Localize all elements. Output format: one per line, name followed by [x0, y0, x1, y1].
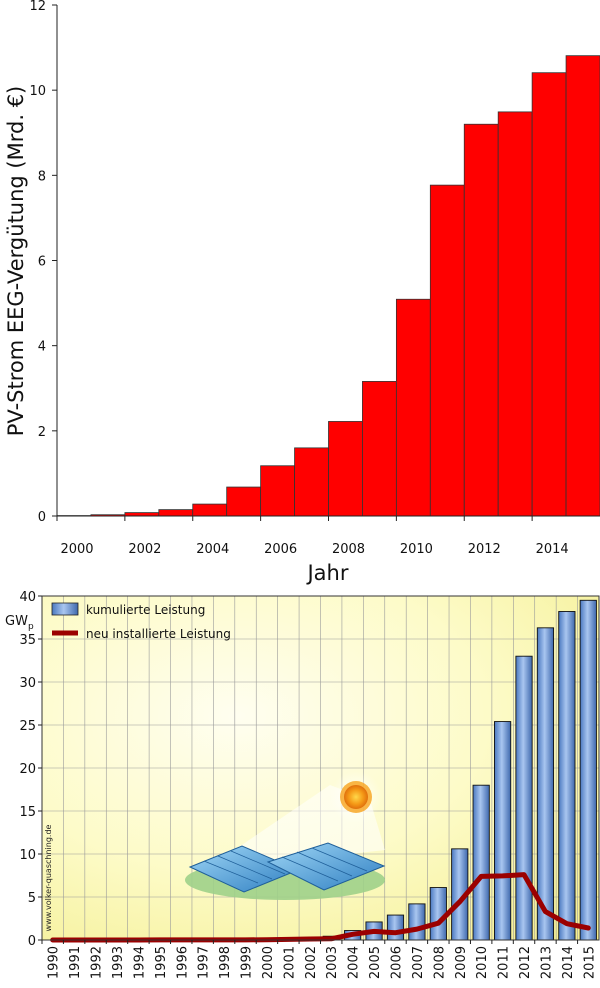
- bottom-x-tick-label: 2002: [304, 946, 319, 979]
- bottom-x-tick-label: 2008: [432, 946, 447, 979]
- top-bar-2013: [497, 111, 533, 517]
- top-bar-2006: [260, 465, 295, 517]
- top-bar-2008: [328, 421, 363, 517]
- bottom-x-tick-label: 2005: [368, 946, 383, 979]
- top-bar-2012: [463, 123, 499, 517]
- bottom-x-tick-label: 1993: [111, 946, 126, 979]
- top-y-tick-label: 10: [29, 84, 46, 99]
- top-x-tick-label: 2000: [60, 542, 93, 557]
- bottom-x-tick-label: 1991: [68, 946, 83, 979]
- bottom-x-tick-label: 1999: [240, 946, 255, 979]
- top-x-tick-label: 2004: [196, 542, 229, 557]
- top-y-tick-label: 6: [38, 255, 46, 270]
- legend-label-new: neu installierte Leistung: [86, 627, 231, 641]
- bottom-x-tick-label: 2013: [539, 946, 554, 979]
- top-bar-2010: [395, 298, 431, 517]
- bottom-chart: www.volker-quaschning.de 0 5 10 15 20 25 30 35 4…: [5, 590, 600, 979]
- top-y-tick-label: 8: [38, 169, 46, 184]
- top-y-axis-title: PV-Strom EEG-Vergütung (Mrd. €): [4, 86, 28, 436]
- bottom-x-ticks: 1990 1991 1992 1993 1994 1995 1996 1997 1998 1999…: [41, 940, 597, 979]
- top-bar-2003: [158, 509, 194, 517]
- top-y-tick-label: 2: [38, 425, 46, 440]
- cumulative-bar-2008: [429, 887, 447, 941]
- bottom-x-tick-label: 2011: [497, 946, 512, 979]
- top-bar-2002: [124, 512, 160, 517]
- top-bar-2014: [531, 72, 567, 517]
- bottom-x-tick-label: 2009: [454, 946, 469, 979]
- bottom-y-tick-label: 40: [19, 590, 36, 605]
- bottom-y-tick-label: 15: [19, 805, 36, 820]
- top-bar-2005: [226, 486, 262, 517]
- cumulative-bar-2014: [558, 611, 576, 941]
- bottom-x-tick-label: 1995: [154, 946, 169, 979]
- top-x-ticks: 2000 2002 2004 2006 2008 2010 2012 2014: [56, 516, 569, 557]
- top-bar-2011: [429, 184, 465, 517]
- top-x-tick-label: 2006: [264, 542, 297, 557]
- bottom-y-tick-label: 10: [19, 848, 36, 863]
- cumulative-bar-2012: [515, 655, 533, 941]
- bottom-x-tick-label: 1996: [175, 946, 190, 979]
- bottom-y-tick-label: 35: [19, 633, 36, 648]
- bottom-x-tick-label: 2007: [411, 946, 426, 979]
- top-bars: [56, 55, 600, 517]
- top-bar-2009: [362, 381, 397, 517]
- bottom-y-ticks: 0 5 10 15 20 25 30 35 40: [19, 590, 42, 949]
- cumulative-bar-2007: [408, 903, 426, 941]
- bottom-y-tick-label: 25: [19, 719, 36, 734]
- cumulative-bar-2015: [579, 599, 597, 941]
- legend-bar-swatch: [51, 602, 79, 616]
- bottom-x-tick-label: 1998: [218, 946, 233, 979]
- bottom-x-tick-label: 2012: [518, 946, 533, 979]
- bottom-x-tick-label: 2015: [582, 946, 597, 979]
- bottom-y-tick-label: 0: [28, 934, 36, 949]
- top-y-tick-label: 12: [29, 0, 46, 14]
- cumulative-bar-2011: [494, 721, 512, 941]
- top-bar-2007: [294, 447, 329, 517]
- bottom-x-tick-label: 2010: [475, 946, 490, 979]
- bottom-x-tick-label: 1997: [197, 946, 212, 979]
- top-y-tick-label: 0: [38, 510, 46, 525]
- bottom-x-tick-label: 2001: [282, 946, 297, 979]
- cumulative-bar-2010: [472, 784, 490, 941]
- solar-illustration: [185, 771, 386, 900]
- top-y-ticks: 0 2 4 6 8 10 12: [29, 0, 57, 525]
- sun-icon: [340, 781, 372, 813]
- top-x-tick-label: 2012: [468, 542, 501, 557]
- top-bar-2004: [192, 503, 228, 517]
- top-x-tick-label: 2010: [400, 542, 433, 557]
- bottom-x-tick-label: 2014: [561, 946, 576, 979]
- bottom-x-tick-label: 2004: [347, 946, 362, 979]
- bottom-x-tick-label: 1990: [47, 946, 62, 979]
- bottom-x-tick-label: 2000: [261, 946, 276, 979]
- bottom-y-tick-label: 20: [19, 762, 36, 777]
- top-x-tick-label: 2008: [332, 542, 365, 557]
- bottom-bars: [215, 599, 597, 941]
- top-x-axis-title: Jahr: [305, 561, 348, 585]
- solar-panel-icon: [266, 842, 386, 891]
- bottom-x-tick-label: 2006: [390, 946, 405, 979]
- bottom-y-unit: GWp: [5, 614, 34, 632]
- legend-label-cumulative: kumulierte Leistung: [86, 603, 205, 617]
- top-y-tick-label: 4: [38, 340, 46, 355]
- cumulative-bar-2013: [536, 627, 555, 941]
- bottom-y-tick-label: 30: [19, 676, 36, 691]
- top-bar-2015: [565, 55, 600, 517]
- bottom-x-tick-label: 1992: [90, 946, 105, 979]
- top-x-tick-label: 2002: [128, 542, 161, 557]
- bottom-x-tick-label: 1994: [132, 946, 147, 979]
- top-x-tick-label: 2014: [536, 542, 569, 557]
- legend: kumulierte Leistung neu installierte Lei…: [51, 602, 231, 641]
- bottom-y-tick-label: 5: [28, 891, 36, 906]
- bottom-x-tick-label: 2003: [325, 946, 340, 979]
- watermark-text: www.volker-quaschning.de: [44, 824, 53, 931]
- bottom-grid: [42, 595, 599, 941]
- cumulative-bar-2006: [386, 914, 405, 941]
